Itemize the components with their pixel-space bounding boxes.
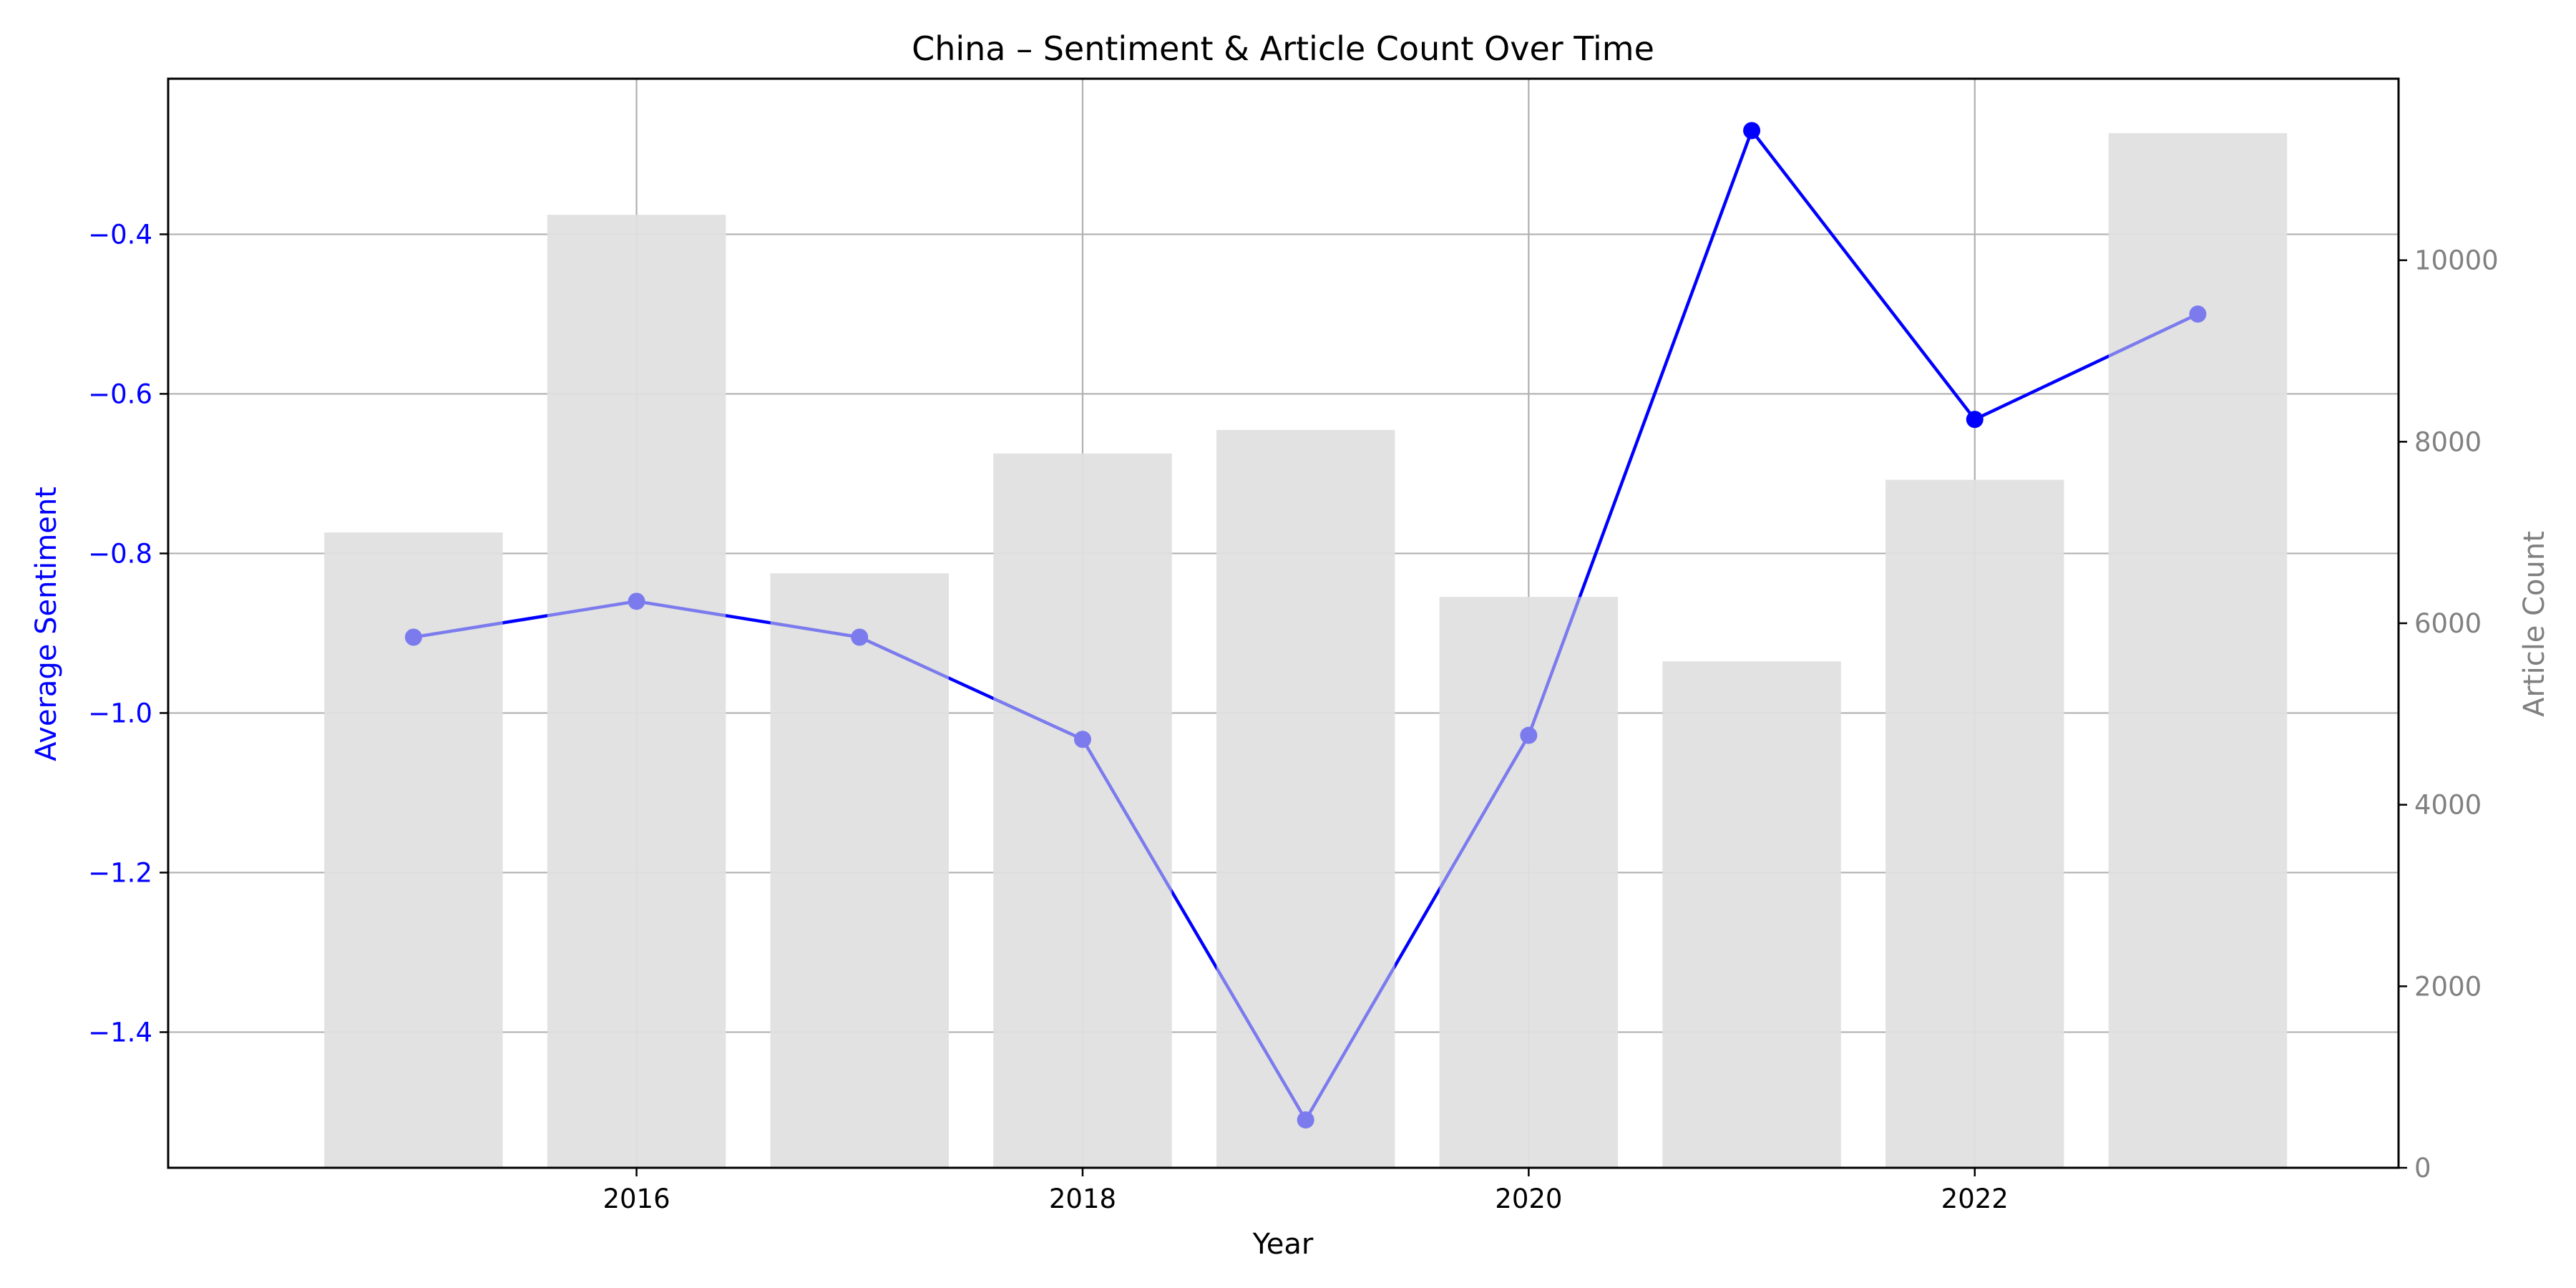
- y-ticks-right: 0 2000 4000 6000 8000 10000: [2399, 245, 2499, 1184]
- y-tick-label-right: 6000: [2414, 608, 2482, 639]
- y-axis-label-right: Article Count: [2518, 531, 2551, 717]
- bar-overlay: [547, 215, 726, 1168]
- y-tick-label-right: 8000: [2414, 426, 2482, 457]
- y-tick-label-right: 2000: [2414, 971, 2482, 1002]
- bar-overlay: [993, 453, 1172, 1168]
- bar-overlay: [1885, 479, 2064, 1168]
- y-tick-label-left: −0.4: [88, 219, 152, 250]
- bar-overlay: [1662, 661, 1841, 1168]
- bar-overlay: [2108, 133, 2288, 1169]
- bar-overlay: [1216, 429, 1395, 1168]
- x-tick-label: 2020: [1495, 1184, 1562, 1214]
- y-tick-label-left: −0.8: [88, 538, 152, 569]
- y-tick-label-left: −1.4: [88, 1017, 152, 1048]
- x-tick-label: 2022: [1941, 1184, 2009, 1214]
- sentiment-point: [1743, 122, 1761, 140]
- x-ticks: 2016 2018 2020 2022: [602, 1168, 2009, 1214]
- line-layer: [324, 122, 2288, 1169]
- chart-title: China – Sentiment & Article Count Over T…: [912, 29, 1654, 68]
- y-tick-label-left: −0.6: [88, 379, 152, 409]
- bar-overlay: [1439, 597, 1619, 1168]
- y-tick-label-left: −1.0: [88, 698, 152, 728]
- bar-overlay: [324, 532, 503, 1168]
- y-axis-label-left: Average Sentiment: [30, 487, 63, 761]
- x-tick-label: 2018: [1049, 1184, 1116, 1214]
- x-axis-label: Year: [1252, 1228, 1314, 1261]
- x-tick-label: 2016: [602, 1184, 670, 1214]
- y-ticks-left: −1.4 −1.2 −1.0 −0.8 −0.6 −0.4: [88, 219, 168, 1048]
- y-tick-label-right: 10000: [2414, 245, 2499, 276]
- y-tick-label-left: −1.2: [88, 857, 152, 888]
- y-tick-label-right: 0: [2414, 1153, 2431, 1184]
- sentiment-point: [1966, 411, 1984, 429]
- bar-overlay: [770, 573, 949, 1168]
- y-tick-label-right: 4000: [2414, 790, 2482, 821]
